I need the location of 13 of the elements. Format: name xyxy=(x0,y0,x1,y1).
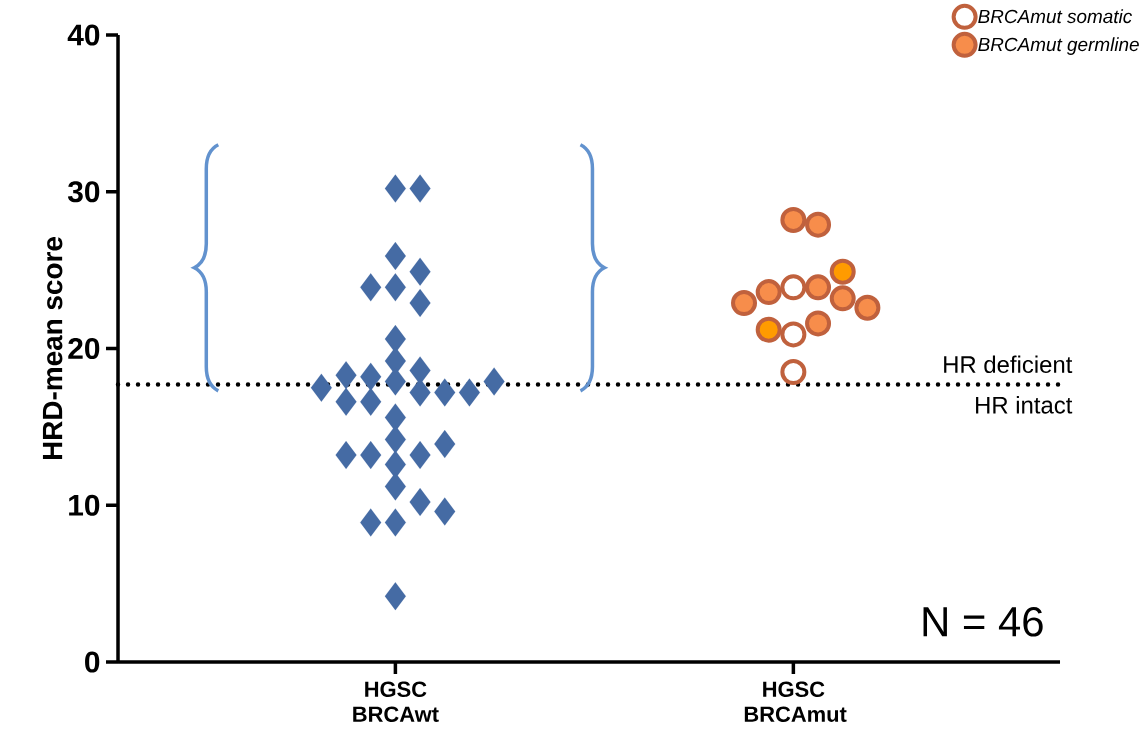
legend-label: BRCAmut germline xyxy=(978,37,1139,55)
y-tick-label: 0 xyxy=(85,651,100,673)
y-tick-label: 20 xyxy=(68,337,100,360)
legend-label: BRCAmut somatic xyxy=(978,9,1132,24)
y-axis-title: HRD-mean score xyxy=(42,237,63,460)
annotation: N = 46 xyxy=(923,606,1043,637)
annotation: HR intact xyxy=(976,396,1073,414)
annotation: HR deficient xyxy=(944,355,1073,374)
y-tick-label: 30 xyxy=(67,181,100,203)
y-tick-label: 40 xyxy=(67,24,100,46)
x-tick-label: HGSC BRCAmut xyxy=(744,681,847,722)
y-tick-label: 10 xyxy=(69,494,100,516)
x-tick-label: HGSC BRCAwt xyxy=(353,681,439,722)
